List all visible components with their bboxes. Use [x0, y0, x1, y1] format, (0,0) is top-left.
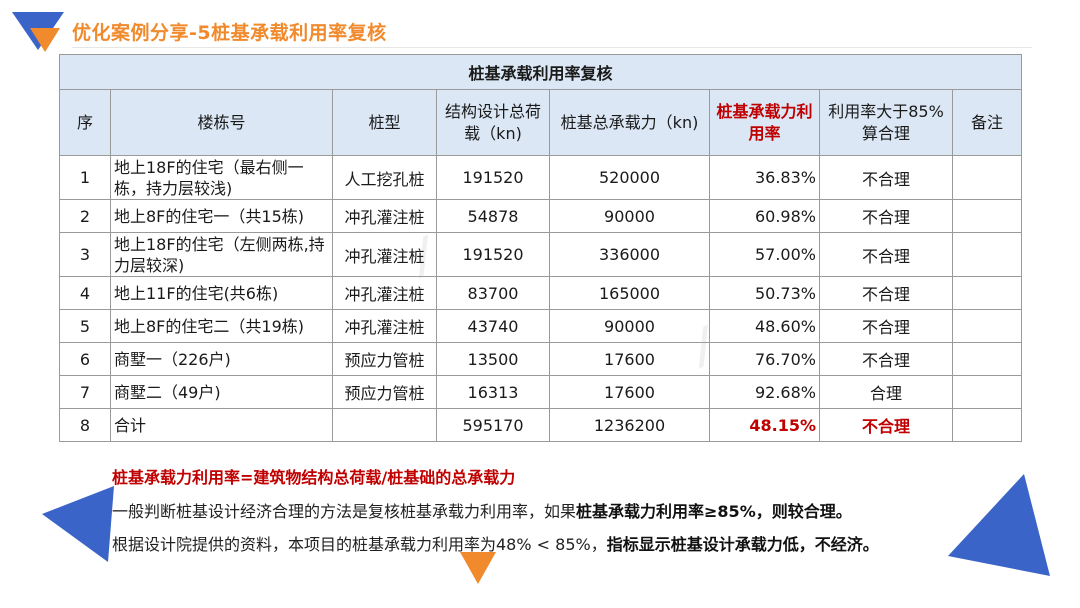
cell-no: 8	[59, 408, 111, 442]
paragraph-2-emphasis: 指标显示桩基设计承载力低，不经济。	[606, 535, 879, 554]
cell-design-load: 16313	[436, 375, 550, 409]
paragraph-1-emphasis: 桩基承载力利用率≥85%，则较合理。	[576, 502, 852, 521]
title-divider	[72, 47, 1032, 48]
cell-no: 2	[59, 199, 111, 233]
paragraph-2-text: 根据设计院提供的资料，本项目的桩基承载力利用率为48% < 85%，	[112, 535, 607, 554]
cell-over85: 不合理	[819, 342, 953, 376]
right-blue-triangle-icon	[948, 474, 1050, 576]
cell-building: 商墅一（226户)	[110, 342, 333, 376]
paragraph-1: 一般判断桩基设计经济合理的方法是复核桩基承载力利用率，如果桩基承载力利用率≥85…	[112, 498, 852, 522]
header-pile-type: 桩型	[332, 89, 437, 156]
header-over85: 利用率大于85%算合理	[819, 89, 953, 156]
left-blue-triangle-icon	[42, 486, 114, 562]
cell-utilization: 76.70%	[709, 342, 820, 376]
cell-utilization: 92.68%	[709, 375, 820, 409]
cell-building: 地上18F的住宅（最右侧一栋，持力层较浅)	[110, 155, 333, 200]
cell-capacity: 17600	[549, 342, 710, 376]
header-design-load: 结构设计总荷载（kn)	[436, 89, 550, 156]
cell-no: 3	[59, 232, 111, 277]
cell-over85: 不合理	[819, 155, 953, 200]
table-row: 6 商墅一（226户) 预应力管桩 13500 17600 76.70% 不合理	[59, 342, 1023, 376]
cell-pile-type: 预应力管桩	[332, 342, 437, 376]
cell-remark	[951, 276, 1023, 310]
cell-utilization: 48.15%	[709, 408, 820, 442]
cell-design-load: 83700	[436, 276, 550, 310]
logo-triangles-icon	[12, 12, 64, 52]
cell-pile-type: 人工挖孔桩	[332, 155, 437, 200]
cell-over85: 不合理	[819, 232, 953, 277]
table-row: 4 地上11F的住宅(共6栋) 冲孔灌注桩 83700 165000 50.73…	[59, 276, 1023, 310]
cell-building: 商墅二（49户)	[110, 375, 333, 409]
header-capacity: 桩基总承载力（kn)	[549, 89, 710, 156]
cell-utilization: 60.98%	[709, 199, 820, 233]
cell-no: 6	[59, 342, 111, 376]
cell-remark	[951, 375, 1023, 409]
cell-design-load: 191520	[436, 232, 550, 277]
cell-building: 合计	[110, 408, 333, 442]
cell-capacity: 90000	[549, 309, 710, 343]
cell-remark	[951, 155, 1023, 200]
header-utilization: 桩基承载力利用率	[709, 89, 820, 156]
cell-pile-type: 冲孔灌注桩	[332, 232, 437, 277]
bottom-orange-triangle-icon	[460, 552, 496, 584]
table-row: 3 地上18F的住宅（左侧两栋,持力层较深) 冲孔灌注桩 191520 3360…	[59, 232, 1023, 277]
table-row: 1 地上18F的住宅（最右侧一栋，持力层较浅) 人工挖孔桩 191520 520…	[59, 155, 1023, 200]
paragraph-2: 根据设计院提供的资料，本项目的桩基承载力利用率为48% < 85%，指标显示桩基…	[112, 531, 879, 555]
cell-pile-type: 冲孔灌注桩	[332, 309, 437, 343]
cell-utilization: 36.83%	[709, 155, 820, 200]
cell-building: 地上11F的住宅(共6栋)	[110, 276, 333, 310]
header-remark: 备注	[951, 89, 1023, 156]
cell-pile-type	[332, 408, 437, 442]
cell-no: 1	[59, 155, 111, 200]
table-row: 5 地上8F的住宅二（共19栋) 冲孔灌注桩 43740 90000 48.60…	[59, 309, 1023, 343]
formula-text: 桩基承载力利用率=建筑物结构总荷载/桩基础的总承载力	[112, 468, 516, 487]
cell-pile-type: 冲孔灌注桩	[332, 276, 437, 310]
cell-remark	[951, 408, 1023, 442]
table-row: 7 商墅二（49户) 预应力管桩 16313 17600 92.68% 合理	[59, 375, 1023, 409]
cell-no: 7	[59, 375, 111, 409]
cell-design-load: 43740	[436, 309, 550, 343]
cell-pile-type: 预应力管桩	[332, 375, 437, 409]
cell-over85: 不合理	[819, 309, 953, 343]
cell-building: 地上8F的住宅一（共15栋)	[110, 199, 333, 233]
cell-building: 地上8F的住宅二（共19栋)	[110, 309, 333, 343]
cell-design-load: 191520	[436, 155, 550, 200]
cell-utilization: 48.60%	[709, 309, 820, 343]
header-no: 序	[59, 89, 111, 156]
paragraph-1-text: 一般判断桩基设计经济合理的方法是复核桩基承载力利用率，如果	[112, 502, 577, 521]
header-building: 楼栋号	[110, 89, 333, 156]
cell-utilization: 50.73%	[709, 276, 820, 310]
cell-design-load: 595170	[436, 408, 550, 442]
slide-title: 优化案例分享-5桩基承载利用率复核	[72, 22, 387, 44]
cell-no: 4	[59, 276, 111, 310]
cell-capacity: 17600	[549, 375, 710, 409]
cell-design-load: 54878	[436, 199, 550, 233]
cell-no: 5	[59, 309, 111, 343]
cell-over85: 不合理	[819, 276, 953, 310]
cell-capacity: 1236200	[549, 408, 710, 442]
cell-over85: 合理	[819, 375, 953, 409]
cell-design-load: 13500	[436, 342, 550, 376]
cell-building: 地上18F的住宅（左侧两栋,持力层较深)	[110, 232, 333, 277]
cell-over85: 不合理	[819, 408, 953, 442]
cell-capacity: 336000	[549, 232, 710, 277]
pile-utilization-table: 桩基承载利用率复核 序 楼栋号 桩型 结构设计总荷载（kn) 桩基总承载力（kn…	[58, 54, 1023, 442]
table-row-total: 8 合计 595170 1236200 48.15% 不合理	[59, 408, 1023, 442]
cell-capacity: 90000	[549, 199, 710, 233]
cell-over85: 不合理	[819, 199, 953, 233]
cell-utilization: 57.00%	[709, 232, 820, 277]
cell-remark	[951, 309, 1023, 343]
table-caption: 桩基承载利用率复核	[58, 54, 1023, 90]
cell-capacity: 165000	[549, 276, 710, 310]
cell-remark	[951, 232, 1023, 277]
cell-pile-type: 冲孔灌注桩	[332, 199, 437, 233]
cell-remark	[951, 199, 1023, 233]
table-row: 2 地上8F的住宅一（共15栋) 冲孔灌注桩 54878 90000 60.98…	[59, 199, 1023, 233]
cell-capacity: 520000	[549, 155, 710, 200]
cell-remark	[951, 342, 1023, 376]
